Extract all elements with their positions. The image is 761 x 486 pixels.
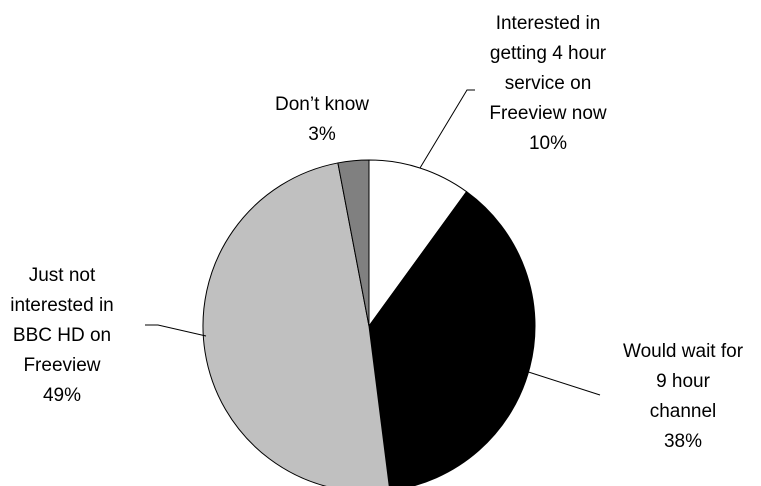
slice-value-label: 3%	[308, 124, 336, 145]
slice-value-label: 49%	[43, 385, 81, 406]
slice-label-line: Freeview	[23, 355, 100, 376]
slice-label-line: Would wait for	[623, 341, 744, 362]
slice-labels: Interested in getting 4 hour service on Fre…	[10, 13, 743, 452]
slice-label-line: BBC HD on	[13, 325, 111, 346]
slice-value-label: 10%	[529, 133, 567, 154]
slice-label-2: Just not interested in BBC HD on Freeview 49…	[10, 265, 114, 406]
leader-line-0	[419, 89, 475, 169]
pie-slice-3	[337, 159, 370, 327]
slice-label-line: Don’t know	[275, 94, 369, 115]
pie-slice-1	[368, 191, 536, 486]
slice-label-line: channel	[650, 401, 717, 422]
leader-line-1	[515, 367, 601, 396]
slice-label-line: Interested in	[496, 13, 601, 34]
slice-label-line: 9 hour	[656, 371, 711, 392]
slice-label-line: service on	[505, 73, 592, 94]
slice-label-1: Would wait for 9 hour channel 38%	[623, 341, 744, 452]
slice-label-line: Freeview now	[489, 103, 606, 124]
slice-label-0: Interested in getting 4 hour service on Fre…	[489, 13, 606, 154]
leader-line-2	[145, 324, 207, 337]
pie-slices	[202, 159, 536, 486]
slice-label-line: Just not	[29, 265, 96, 286]
slice-label-line: getting 4 hour	[490, 43, 607, 64]
slice-label-line: interested in	[10, 295, 114, 316]
pie-slice-2	[202, 162, 390, 486]
slice-value-label: 38%	[664, 431, 702, 452]
slice-label-3: Don’t know 3%	[275, 94, 369, 145]
leader-lines	[145, 89, 601, 396]
